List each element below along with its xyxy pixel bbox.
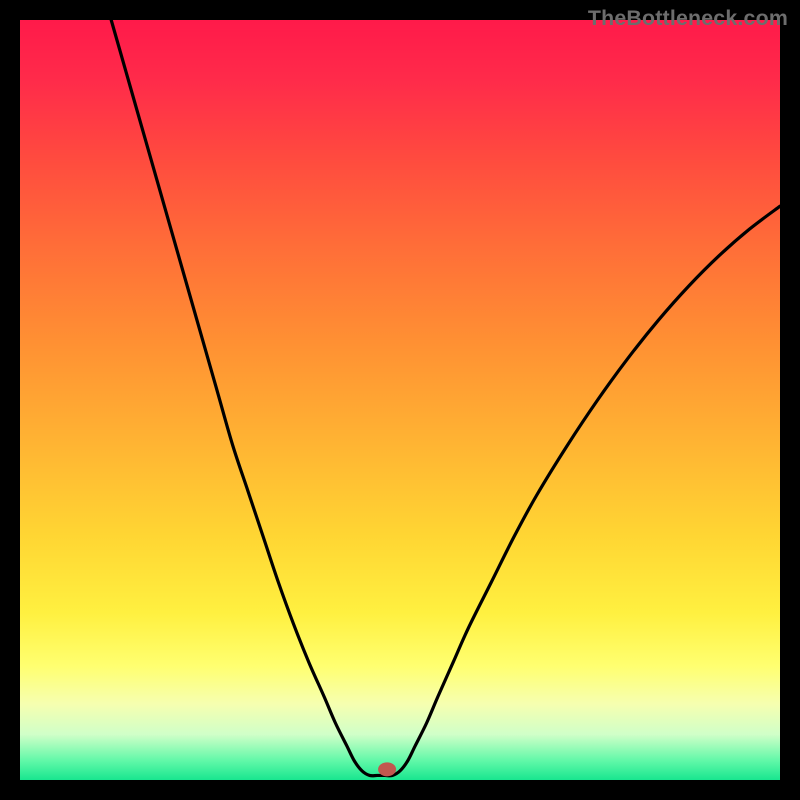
watermark-text: TheBottleneck.com xyxy=(588,6,788,31)
chart-plot-area xyxy=(20,20,780,780)
chart-container: TheBottleneck.com xyxy=(0,0,800,800)
optimum-marker xyxy=(378,762,396,776)
chart-svg xyxy=(0,0,800,800)
